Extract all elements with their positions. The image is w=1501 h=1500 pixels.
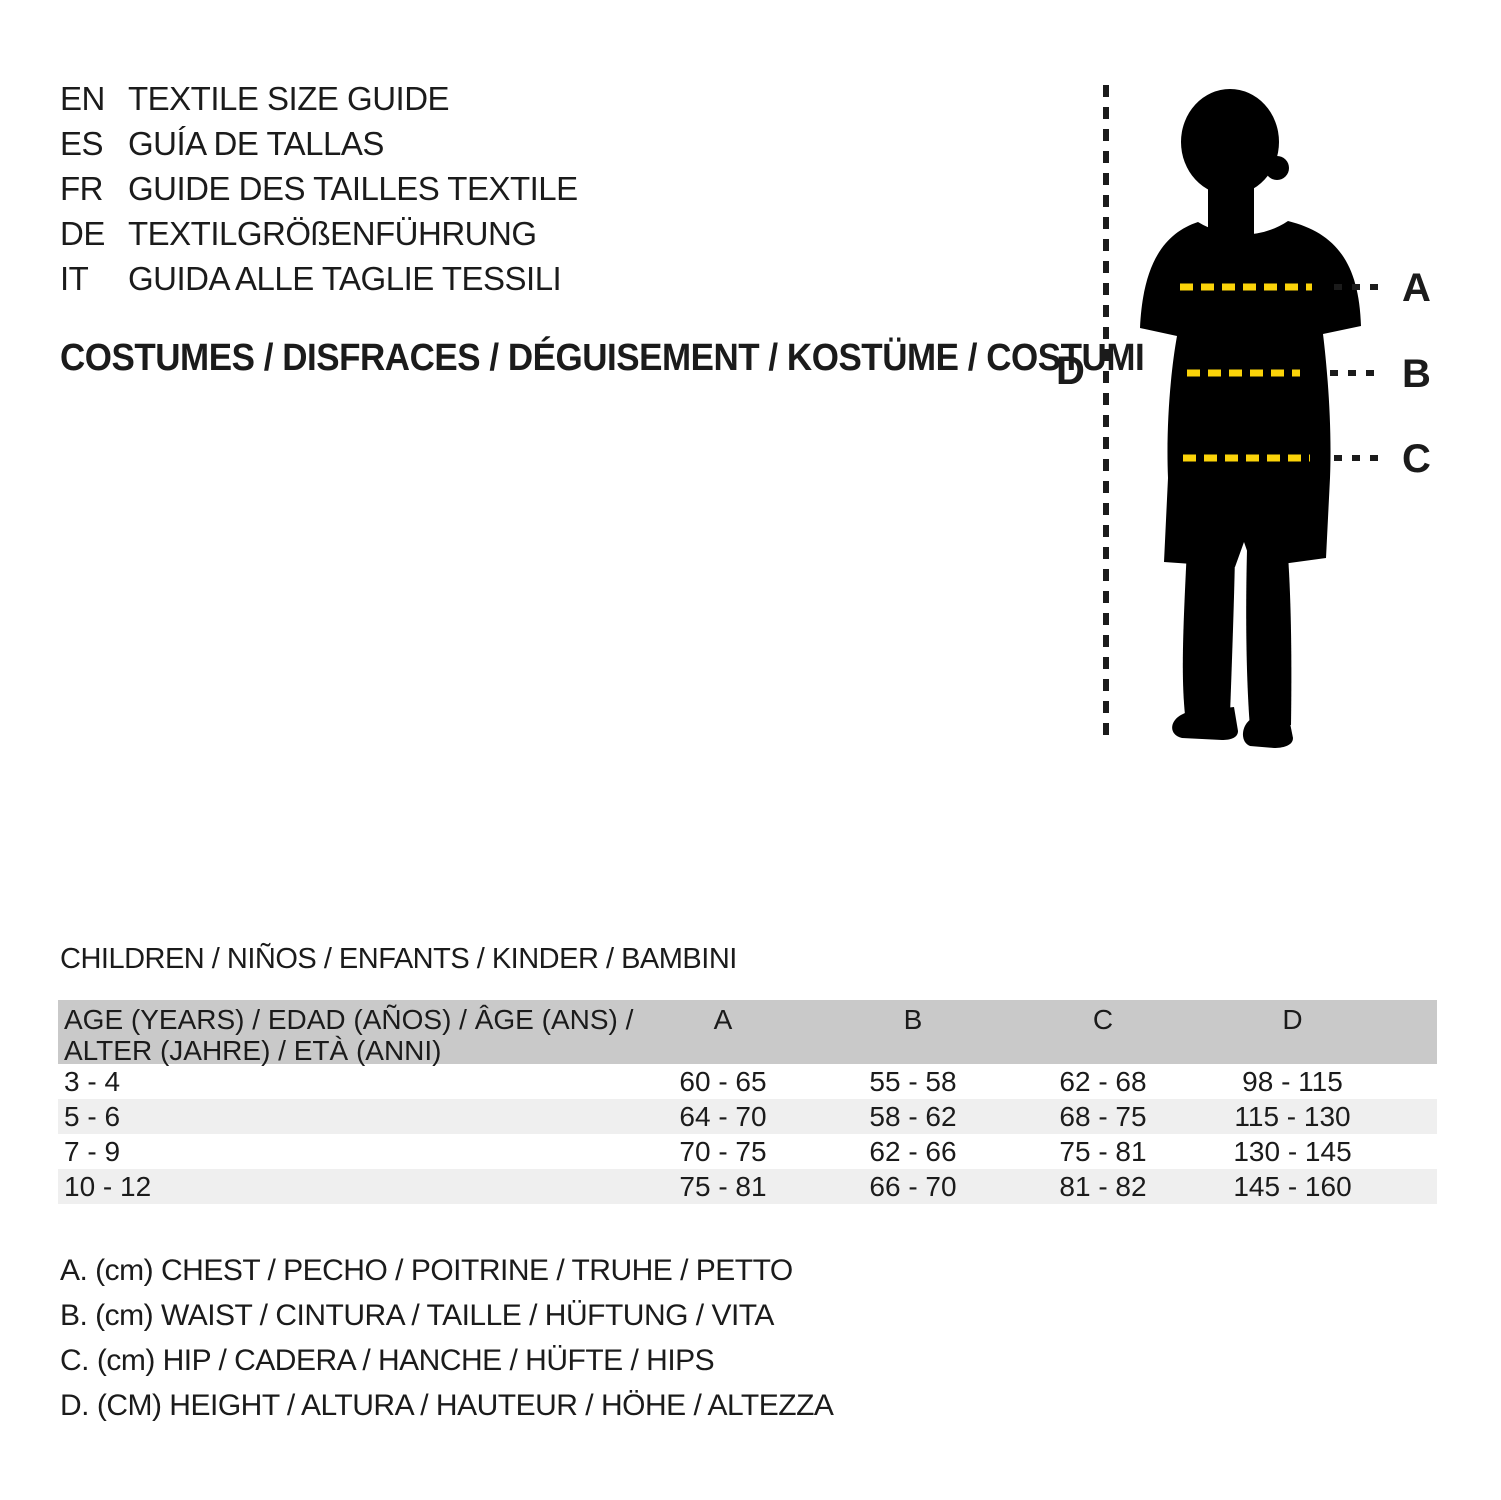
age-cell: 5 - 6 [64, 1100, 121, 1132]
language-label: GUÍA DE TALLAS [128, 124, 384, 162]
column-header-d: D [1282, 1004, 1303, 1035]
height-label: D [1056, 349, 1085, 393]
table-title: CHILDREN / NIÑOS / ENFANTS / KINDER / BA… [60, 943, 737, 975]
list-item: FR GUIDE DES TAILLES TEXTILE [60, 166, 578, 211]
age-header: AGE (YEARS) / EDAD (AÑOS) / ÂGE (ANS) / … [58, 1004, 634, 1066]
legend-waist: B. (cm) WAIST / CINTURA / TAILLE / HÜFTU… [60, 1298, 774, 1332]
hip-cell: 62 - 68 [1059, 1065, 1147, 1097]
leader-dashes-black [1330, 284, 1388, 461]
hip-label: C [1402, 437, 1431, 481]
language-title-list: EN TEXTILE SIZE GUIDE ES GUÍA DE TALLAS … [60, 76, 578, 301]
table-row: 5 - 6 64 - 70 58 - 62 68 - 75 115 - 130 [58, 1099, 1437, 1134]
language-label: TEXTILE SIZE GUIDE [128, 79, 450, 117]
age-cell: 3 - 4 [64, 1065, 121, 1097]
list-item: EN TEXTILE SIZE GUIDE [60, 76, 578, 121]
age-cell: 10 - 12 [64, 1170, 152, 1202]
child-silhouette [1140, 89, 1361, 748]
legend-height: D. (CM) HEIGHT / ALTURA / HAUTEUR / HÖHE… [60, 1388, 834, 1422]
age-header-line1: AGE (YEARS) / EDAD (AÑOS) / ÂGE (ANS) / [64, 1004, 634, 1035]
measurement-dashes-yellow [1180, 283, 1312, 462]
height-cell: 145 - 160 [1233, 1170, 1352, 1202]
hip-cell: 68 - 75 [1059, 1100, 1147, 1132]
table-row: 10 - 12 75 - 81 66 - 70 81 - 82 145 - 16… [58, 1169, 1437, 1204]
measurement-legend: A. (cm) CHEST / PECHO / POITRINE / TRUHE… [60, 1248, 834, 1428]
category-title: COSTUMES / DISFRACES / DÉGUISEMENT / KOS… [60, 337, 1145, 379]
measurement-diagram: A B C D [1030, 70, 1500, 760]
language-label: GUIDA ALLE TAGLIE TESSILI [128, 259, 562, 297]
language-label: TEXTILGRÖßENFÜHRUNG [128, 214, 537, 252]
table-header-row: AGE (YEARS) / EDAD (AÑOS) / ÂGE (ANS) / … [58, 1000, 1437, 1066]
language-code: DE [60, 214, 105, 252]
waist-cell: 62 - 66 [869, 1135, 957, 1167]
height-cell: 98 - 115 [1242, 1065, 1343, 1097]
chest-cell: 60 - 65 [679, 1065, 767, 1097]
language-code: IT [60, 259, 89, 297]
column-header-b: B [903, 1004, 923, 1035]
size-table: AGE (YEARS) / EDAD (AÑOS) / ÂGE (ANS) / … [58, 1000, 1437, 1204]
language-code: EN [60, 79, 105, 117]
chest-label: A [1402, 266, 1431, 310]
chest-cell: 70 - 75 [679, 1135, 767, 1167]
chest-cell: 75 - 81 [679, 1170, 767, 1202]
chest-cell: 64 - 70 [679, 1100, 767, 1132]
column-header-a: A [713, 1004, 733, 1035]
table-row: 7 - 9 70 - 75 62 - 66 75 - 81 130 - 145 [58, 1134, 1437, 1169]
language-code: ES [60, 124, 104, 162]
height-cell: 115 - 130 [1234, 1100, 1351, 1132]
table-row: 3 - 4 60 - 65 55 - 58 62 - 68 98 - 115 [58, 1064, 1437, 1099]
age-cell: 7 - 9 [64, 1135, 121, 1167]
waist-cell: 66 - 70 [869, 1170, 957, 1202]
list-item: DE TEXTILGRÖßENFÜHRUNG [60, 211, 578, 256]
language-code: FR [60, 169, 104, 207]
height-cell: 130 - 145 [1233, 1135, 1352, 1167]
language-label: GUIDE DES TAILLES TEXTILE [128, 169, 578, 207]
legend-hip: C. (cm) HIP / CADERA / HANCHE / HÜFTE / … [60, 1343, 715, 1377]
legend-chest: A. (cm) CHEST / PECHO / POITRINE / TRUHE… [60, 1253, 793, 1287]
waist-cell: 58 - 62 [869, 1100, 957, 1132]
age-header-line2: ALTER (JAHRE) / ETÀ (ANNI) [64, 1035, 442, 1066]
hip-cell: 75 - 81 [1059, 1135, 1147, 1167]
waist-label: B [1402, 352, 1431, 396]
list-item: ES GUÍA DE TALLAS [60, 121, 578, 166]
waist-cell: 55 - 58 [869, 1065, 957, 1097]
column-header-c: C [1092, 1004, 1114, 1035]
list-item: IT GUIDA ALLE TAGLIE TESSILI [60, 256, 578, 301]
hip-cell: 81 - 82 [1059, 1170, 1147, 1202]
